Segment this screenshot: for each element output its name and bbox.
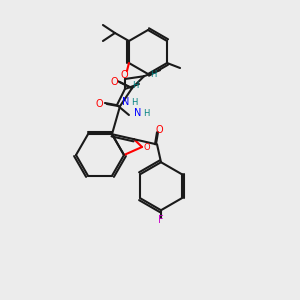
Text: N: N — [122, 97, 130, 107]
Text: H: H — [131, 98, 137, 107]
Text: H: H — [143, 109, 149, 118]
Text: N: N — [134, 108, 141, 118]
Text: H: H — [150, 70, 156, 79]
Text: O: O — [155, 125, 163, 135]
Text: F: F — [158, 215, 164, 225]
Text: O: O — [110, 77, 118, 87]
Text: O: O — [144, 142, 150, 152]
Text: H: H — [132, 82, 138, 91]
Text: O: O — [95, 99, 103, 109]
Text: O: O — [120, 70, 128, 80]
